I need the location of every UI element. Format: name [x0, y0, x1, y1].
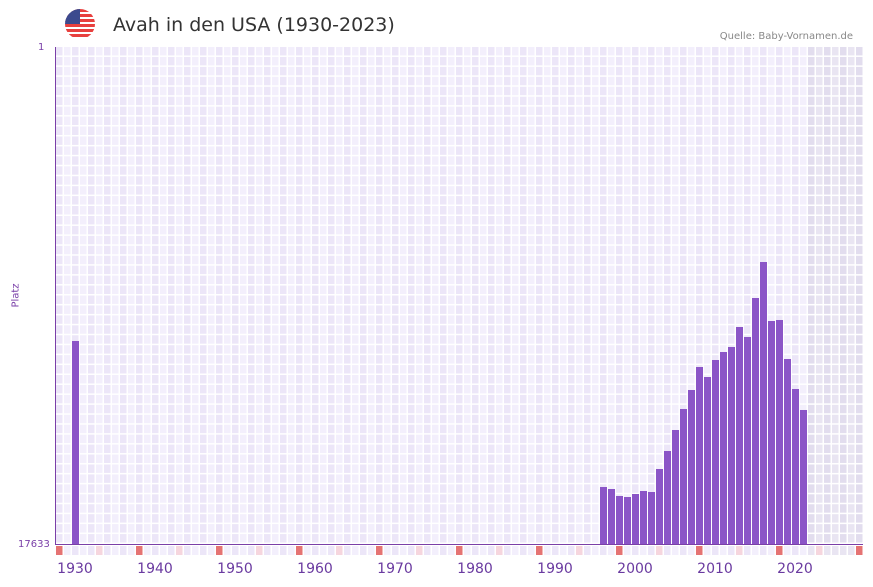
- bar: [792, 389, 799, 544]
- bar: [760, 262, 767, 544]
- plot-area: [56, 47, 863, 544]
- x-tick: 2010: [697, 561, 733, 577]
- chart-title: Avah in den USA (1930-2023): [113, 14, 395, 36]
- bar: [672, 430, 679, 544]
- bar: [776, 320, 783, 544]
- decade-markers: [56, 546, 863, 555]
- bar: [640, 491, 647, 544]
- x-tick: 1960: [297, 561, 333, 577]
- us-flag-icon: [65, 9, 95, 39]
- bar: [656, 469, 663, 544]
- bar: [664, 451, 671, 544]
- x-tick: 2000: [617, 561, 653, 577]
- x-tick: 1970: [377, 561, 413, 577]
- x-axis-line: [55, 544, 863, 545]
- bar: [608, 489, 615, 544]
- bar: [600, 487, 607, 544]
- bar: [648, 492, 655, 544]
- y-tick-bottom: 17633: [18, 539, 50, 550]
- bar: [688, 390, 695, 544]
- bar: [728, 347, 735, 544]
- bar: [720, 352, 727, 544]
- bar: [712, 360, 719, 544]
- bar: [696, 367, 703, 544]
- x-tick: 1930: [57, 561, 93, 577]
- y-axis-line: [55, 47, 56, 545]
- bar: [736, 327, 743, 544]
- bar: [784, 359, 791, 544]
- x-tick: 1980: [457, 561, 493, 577]
- x-tick: 1950: [217, 561, 253, 577]
- bar: [744, 337, 751, 544]
- bar: [616, 496, 623, 544]
- y-tick-top: 1: [38, 42, 45, 53]
- x-tick: 1990: [537, 561, 573, 577]
- y-axis-label: Platz: [10, 283, 22, 308]
- source-label: Quelle: Baby-Vornamen.de: [719, 31, 853, 42]
- bar: [768, 321, 775, 544]
- bar: [632, 494, 639, 544]
- x-tick: 2020: [777, 561, 813, 577]
- bar: [752, 298, 759, 544]
- bar: [704, 377, 711, 544]
- bar: [680, 409, 687, 544]
- x-tick: 1940: [137, 561, 173, 577]
- bar: [624, 497, 631, 544]
- bar: [72, 341, 79, 544]
- bar: [800, 410, 807, 544]
